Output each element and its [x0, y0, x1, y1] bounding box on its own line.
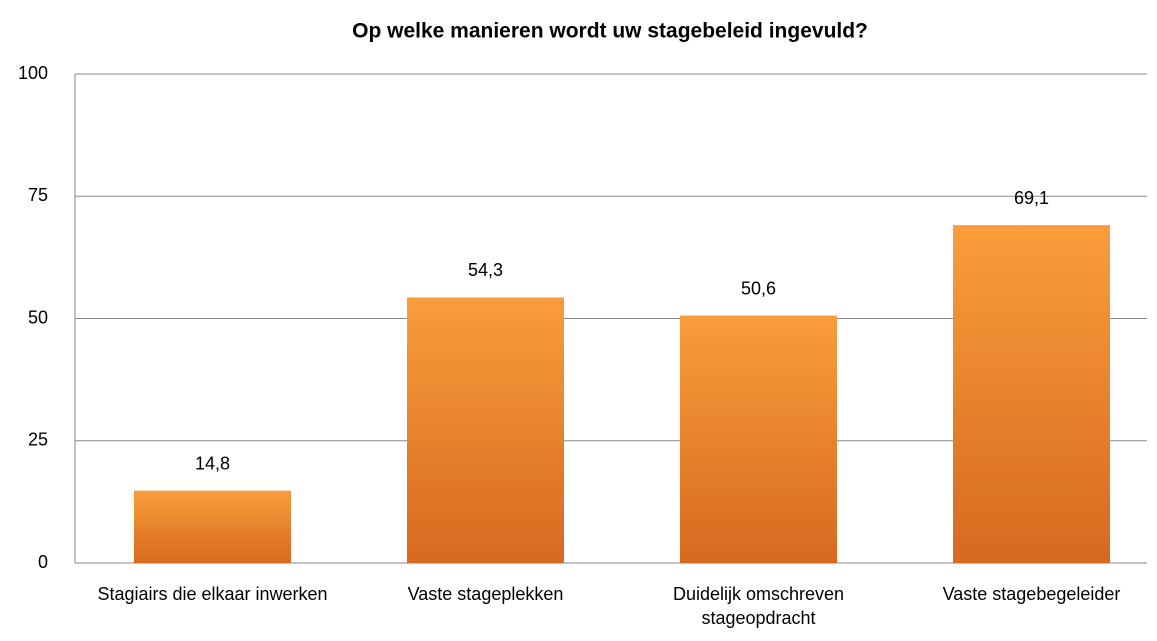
y-tick-label: 100	[18, 63, 48, 83]
bar	[134, 490, 291, 563]
chart-title: Op welke manieren wordt uw stagebeleid i…	[352, 20, 868, 43]
x-tick-label: Vaste stagebegeleider	[942, 584, 1121, 604]
value-label: 50,6	[741, 278, 776, 298]
y-tick-label: 25	[28, 430, 48, 450]
value-label: 69,1	[1014, 188, 1049, 208]
x-tick-label: Vaste stageplekken	[407, 584, 564, 604]
y-tick-label: 75	[28, 185, 48, 205]
bar	[407, 297, 564, 563]
value-label: 54,3	[468, 260, 503, 280]
y-tick-label: 50	[28, 307, 48, 327]
x-tick-label: Stagiairs die elkaar inwerken	[97, 584, 328, 604]
x-tick-label: Duidelijk omschreven stageopdracht	[672, 584, 845, 628]
value-label: 14,8	[195, 453, 230, 473]
bar	[953, 225, 1110, 563]
y-tick-label: 0	[38, 552, 48, 572]
bar	[680, 315, 837, 563]
